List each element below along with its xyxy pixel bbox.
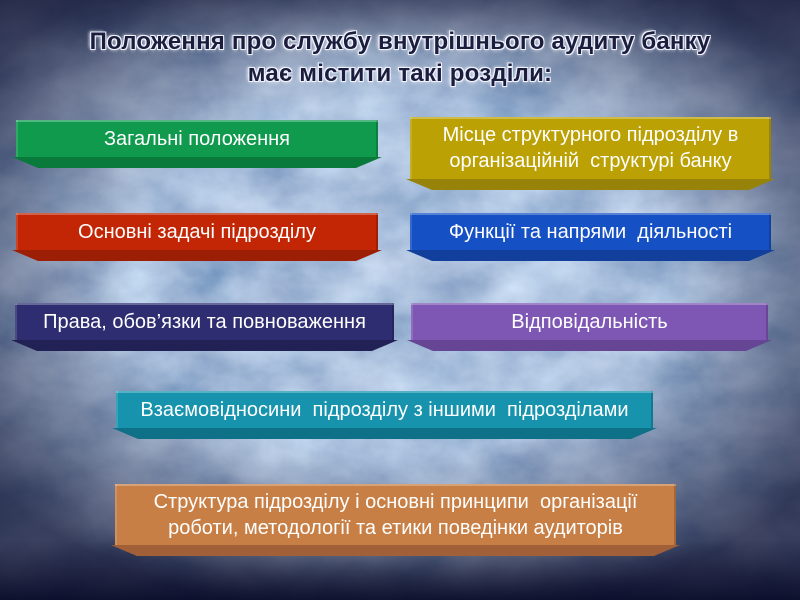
box-face: Взаємовідносини підрозділу з іншими підр…: [116, 391, 653, 428]
section-box-place-in-structure: Місце структурного підрозділу в організа…: [410, 117, 771, 190]
box-label: Взаємовідносини підрозділу з іншими підр…: [140, 398, 629, 421]
box-label: Відповідальність: [511, 310, 668, 333]
box-label: Функції та напрями діяльності: [448, 220, 733, 243]
box-face: Структура підрозділу і основні принципи …: [115, 484, 676, 545]
slide-title: Положення про службу внутрішнього аудиту…: [89, 28, 711, 87]
box-3d-bevel: [407, 340, 772, 351]
box-face: Відповідальність: [411, 303, 768, 340]
box-label: Місце структурного підрозділу в організа…: [442, 124, 739, 172]
box-face: Основні задачі підрозділу: [16, 213, 378, 250]
box-label: Загальні положення: [103, 127, 291, 150]
section-box-functions-directions: Функції та напрями діяльності: [410, 213, 771, 261]
section-box-general-provisions: Загальні положення: [16, 120, 378, 168]
section-box-rights-duties: Права, обов’язки та повноваження: [15, 303, 394, 351]
box-3d-bevel: [11, 340, 398, 351]
box-face: Загальні положення: [16, 120, 378, 157]
section-box-responsibility: Відповідальність: [411, 303, 768, 351]
box-label: Основні задачі підрозділу: [78, 220, 316, 243]
box-3d-bevel: [12, 250, 382, 261]
box-3d-bevel: [111, 545, 680, 556]
box-3d-bevel: [12, 157, 382, 168]
section-box-main-tasks: Основні задачі підрозділу: [16, 213, 378, 261]
box-label: Структура підрозділу і основні принципи …: [153, 490, 638, 539]
box-3d-bevel: [112, 428, 657, 439]
box-3d-bevel: [406, 250, 775, 261]
section-box-structure-principles: Структура підрозділу і основні принципи …: [115, 484, 676, 556]
section-box-relations: Взаємовідносини підрозділу з іншими підр…: [116, 391, 653, 439]
box-face: Місце структурного підрозділу в організа…: [410, 117, 771, 179]
box-face: Права, обов’язки та повноваження: [15, 303, 394, 340]
box-face: Функції та напрями діяльності: [410, 213, 771, 250]
box-3d-bevel: [406, 179, 775, 190]
box-label: Права, обов’язки та повноваження: [43, 310, 366, 333]
